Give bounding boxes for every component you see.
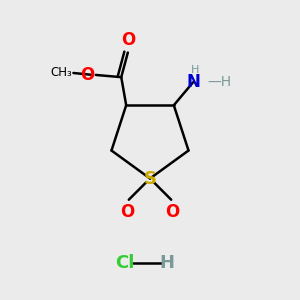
Text: Cl: Cl bbox=[115, 254, 134, 272]
Text: S: S bbox=[143, 169, 157, 188]
Text: O: O bbox=[120, 203, 134, 221]
Text: O: O bbox=[80, 66, 94, 84]
Text: O: O bbox=[121, 31, 135, 49]
Text: CH₃: CH₃ bbox=[50, 67, 72, 80]
Text: O: O bbox=[166, 203, 180, 221]
Text: —H: —H bbox=[207, 75, 231, 89]
Text: H: H bbox=[190, 65, 199, 75]
Text: H: H bbox=[159, 254, 174, 272]
Text: N: N bbox=[187, 73, 200, 91]
